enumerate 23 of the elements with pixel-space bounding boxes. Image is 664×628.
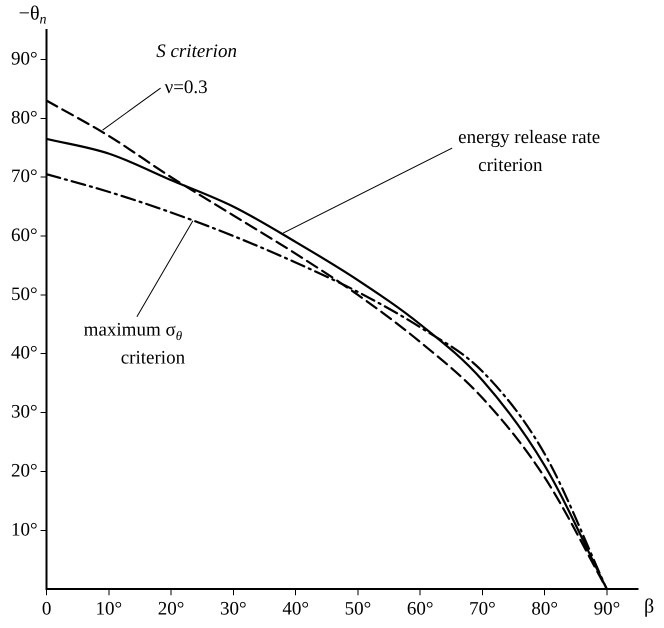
x-tick-label: 60° [406, 598, 434, 620]
annotation: energy release rate criterion [458, 127, 600, 176]
x-tick-label: 10° [96, 598, 122, 620]
x-tick-label: 90° [594, 598, 620, 620]
x-tick-label: 50° [344, 598, 372, 620]
annotation: ν=0.3 [164, 77, 208, 98]
y-tick-label: 80° [10, 107, 38, 128]
y-tick-label: 20° [10, 460, 38, 482]
x-tick-label: 40° [282, 598, 309, 620]
annotation: S criterion [156, 41, 237, 62]
y-tick-label: 60° [10, 225, 38, 246]
x-tick-label: 0 [42, 598, 52, 620]
y-tick-label: 70° [10, 166, 38, 188]
y-tick-label: 30° [10, 402, 38, 423]
y-tick-label: 40° [10, 342, 38, 364]
x-tick-label: 70° [469, 598, 496, 620]
x-tick-label: 30° [220, 598, 247, 620]
x-tick-label: 80° [531, 598, 558, 620]
y-tick-label: 10° [10, 519, 38, 540]
y-tick-label: 90° [10, 48, 38, 70]
x-tick-label: 20° [158, 598, 184, 620]
y-tick-label: 50° [10, 284, 38, 305]
x-axis-title: β [644, 595, 654, 618]
